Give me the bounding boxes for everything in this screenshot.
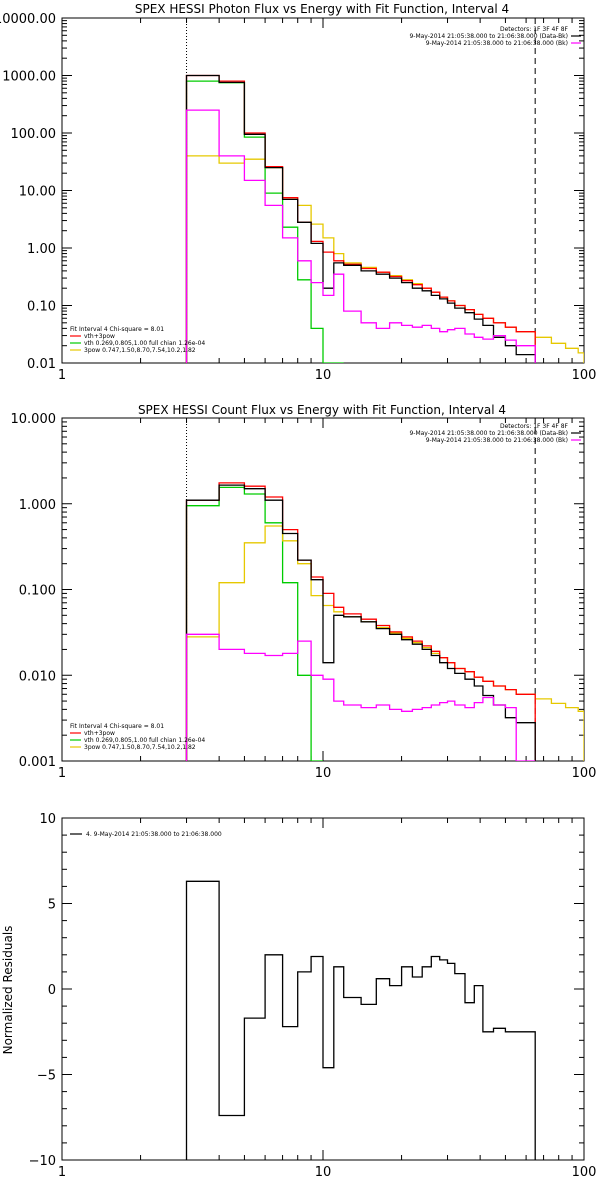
photon-flux-x-tick-label: 100 (572, 368, 597, 383)
count-flux-title: SPEX HESSI Count Flux vs Energy with Fit… (138, 403, 506, 417)
photon-flux-y-tick-label: 0.10 (27, 300, 56, 315)
residuals-x-tick-label: 100 (572, 1165, 597, 1180)
photon-flux-x-tick-label: 10 (315, 368, 332, 383)
count-flux-fit-legend-chi: Fit Interval 4 Chi-square = 8.01 (70, 723, 164, 730)
count-flux-plot-area: 1 10 100 0.001 0.010 0.100 1.000 10.000 (11, 412, 597, 781)
photon-flux-y-tick-label: 1000.00 (2, 70, 56, 85)
photon-flux-x-ticks (61, 18, 573, 363)
photon-flux-header: Detectors: 1F 3F 4F 8F 9-May-2014 21:05:… (409, 26, 568, 47)
photon-flux-series-data (185, 74, 536, 363)
count-flux-header-bk-label: 9-May-2014 21:05:38.000 to 21:06:38.000 … (426, 437, 568, 444)
photon-flux-detectors: Detectors: 1F 3F 4F 8F (500, 26, 569, 33)
count-flux-fit-legend: Fit Interval 4 Chi-square = 8.01 vth+3po… (70, 723, 205, 751)
count-flux-x-tick-label: 1 (58, 766, 66, 781)
count-flux-x-tick-label: 10 (315, 766, 332, 781)
count-flux-series-background (185, 633, 536, 761)
count-flux-header-data-label: 9-May-2014 21:05:38.000 to 21:06:38.000 … (409, 430, 568, 437)
count-flux-header: Detectors: 1F 3F 4F 8F 9-May-2014 21:05:… (409, 423, 568, 444)
count-flux-y-tick-label: 0.001 (19, 755, 56, 770)
photon-flux-header-data-label: 9-May-2014 21:05:38.000 to 21:06:38.000 … (409, 33, 568, 40)
residuals-ylabel: Normalized Residuals (1, 926, 15, 1055)
photon-flux-x-tick-label: 1 (58, 368, 66, 383)
photon-flux-y-tick-label: 10000.00 (0, 12, 56, 27)
photon-flux-fit-legend-3pow: 3pow 0.747,1.50,8.70,7.54,10.2,1.82 (84, 347, 196, 354)
residuals-plot-area: 1 10 100 10 5 0 −5 −10 (29, 812, 597, 1180)
count-flux-fit-legend-vth: vth 0.269,0.805,1.00 full chian 1.26e-04 (84, 737, 205, 744)
residuals-frame (61, 817, 585, 1161)
photon-flux-y-ticks (62, 20, 584, 364)
photon-flux-fit-legend: Fit Interval 4 Chi-square = 8.01 vth+3po… (70, 326, 205, 354)
residuals-series-data (185, 880, 536, 1160)
photon-flux-series-background (185, 109, 536, 363)
count-flux-y-tick-label: 10.000 (11, 412, 57, 427)
residuals-y-tick-label: 0 (48, 983, 56, 998)
photon-flux-y-tick-label: 0.01 (27, 357, 56, 372)
count-flux-fit-legend-3pow: 3pow 0.747,1.50,8.70,7.54,10.2,1.82 (84, 744, 196, 751)
residuals-x-tick-label: 1 (58, 1165, 66, 1180)
photon-flux-title: SPEX HESSI Photon Flux vs Energy with Fi… (135, 2, 509, 16)
photon-flux-panel: SPEX HESSI Photon Flux vs Energy with Fi… (0, 2, 596, 383)
photon-flux-fit-legend-vth: vth 0.269,0.805,1.00 full chian 1.26e-04 (84, 340, 205, 347)
photon-flux-y-tick-label: 10.00 (19, 185, 56, 200)
count-flux-fit-legend-vth3pow: vth+3pow (84, 730, 115, 737)
count-flux-y-ticks (62, 421, 584, 762)
count-flux-detectors: Detectors: 1F 3F 4F 8F (500, 423, 569, 430)
residuals-x-tick-label: 10 (315, 1165, 332, 1180)
photon-flux-y-tick-label: 1.00 (27, 242, 56, 257)
photon-flux-fit-legend-chi: Fit Interval 4 Chi-square = 8.01 (70, 326, 164, 333)
count-flux-series (185, 482, 584, 761)
count-flux-x-tick-label: 100 (572, 766, 597, 781)
residuals-panel: 1 10 100 10 5 0 −5 −10 Normalized Residuals 4. … (1, 812, 596, 1180)
residuals-y-tick-label: 5 (48, 898, 56, 913)
count-flux-panel: SPEX HESSI Count Flux vs Energy with Fit… (11, 403, 597, 781)
residuals-y-tick-label: −5 (37, 1069, 56, 1084)
count-flux-y-tick-label: 1.000 (19, 498, 56, 513)
residuals-y-tick-label: −10 (29, 1154, 56, 1169)
count-flux-y-tick-label: 0.010 (19, 669, 56, 684)
residuals-y-tick-label: 10 (39, 812, 56, 827)
count-flux-y-tick-label: 0.100 (19, 584, 56, 599)
photon-flux-fit-legend-vth3pow: vth+3pow (84, 333, 115, 340)
residuals-series (185, 880, 536, 1160)
count-flux-series-data (185, 484, 536, 761)
photon-flux-y-tick-label: 100.00 (11, 127, 57, 142)
photon-flux-series (185, 74, 584, 363)
photon-flux-plot-area: 1 10 100 0.01 0.10 1.00 10.00 100.00 1000.00 1000… (0, 12, 596, 383)
photon-flux-header-bk-label: 9-May-2014 21:05:38.000 to 21:06:38.000 … (426, 40, 568, 47)
residuals-legend-label: 4. 9-May-2014 21:05:38.000 to 21:06:38.0… (86, 831, 222, 838)
